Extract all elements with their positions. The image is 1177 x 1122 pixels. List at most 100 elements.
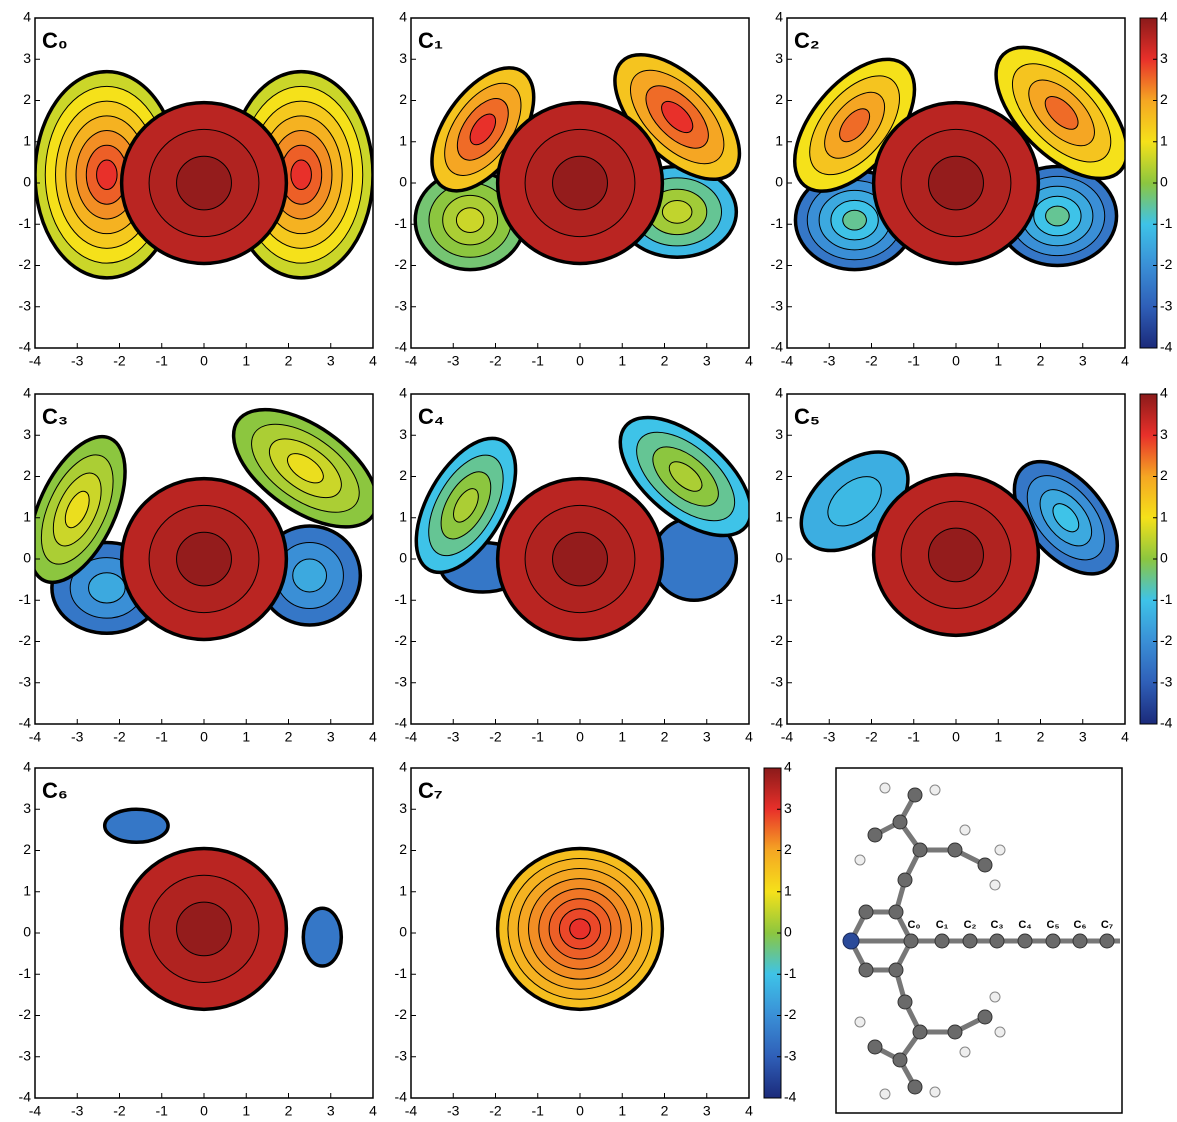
colorbar-tick-label: 0 — [1160, 550, 1168, 566]
y-tick-label: 4 — [399, 759, 407, 775]
y-tick-label: 4 — [399, 385, 407, 401]
panel: -4-3-2-101234-4-3-2-101234C₇-4-3-2-10123… — [395, 759, 797, 1117]
contour-region — [105, 809, 168, 842]
x-tick-label: 4 — [1121, 729, 1129, 745]
x-tick-label: -1 — [156, 1103, 169, 1117]
y-tick-label: -3 — [19, 297, 32, 313]
x-tick-label: -3 — [447, 1103, 460, 1117]
x-tick-label: -2 — [489, 353, 502, 369]
x-tick-label: -2 — [865, 729, 878, 745]
y-tick-label: -2 — [19, 256, 32, 272]
contour-region — [498, 848, 663, 1009]
x-tick-label: 0 — [200, 729, 208, 745]
y-tick-label: -4 — [771, 339, 784, 355]
plot-area — [411, 33, 761, 269]
x-tick-label: -1 — [532, 729, 545, 745]
x-tick-label: 1 — [994, 353, 1002, 369]
x-tick-label: 4 — [745, 1103, 753, 1117]
x-tick-label: 0 — [576, 729, 584, 745]
y-tick-label: 3 — [23, 50, 31, 66]
x-tick-label: -1 — [908, 729, 921, 745]
x-tick-label: -1 — [908, 353, 921, 369]
contour-level — [97, 160, 118, 189]
x-tick-label: -2 — [489, 729, 502, 745]
panel-title: C₁ — [418, 28, 443, 53]
x-tick-label: 1 — [242, 729, 250, 745]
molecule-diagram: C₀ C₁ C₂ C₃ C₄ C₅ C₆ C₇ — [836, 768, 1122, 1113]
colorbar-tick-label: 1 — [1160, 508, 1168, 524]
x-tick-label: 2 — [661, 353, 669, 369]
x-tick-label: -4 — [405, 1103, 418, 1117]
y-tick-label: -2 — [19, 1006, 32, 1022]
contour-level — [303, 908, 341, 966]
atom-label: C₂ — [964, 919, 977, 931]
y-tick-label: -2 — [395, 632, 408, 648]
colorbar-tick-label: -1 — [784, 965, 797, 981]
y-tick-label: 0 — [775, 174, 783, 190]
colorbar-tick-label: -1 — [1160, 215, 1173, 231]
x-tick-label: -2 — [113, 353, 126, 369]
y-tick-label: 4 — [23, 9, 31, 25]
x-tick-label: 3 — [703, 353, 711, 369]
y-tick-label: 3 — [399, 426, 407, 442]
y-tick-label: 2 — [23, 91, 31, 107]
y-tick-label: -4 — [395, 1089, 408, 1105]
colorbar-tick-label: 0 — [1160, 174, 1168, 190]
y-tick-label: 1 — [399, 882, 407, 898]
x-tick-label: 1 — [618, 1103, 626, 1117]
x-tick-label: 4 — [745, 353, 753, 369]
x-tick-label: 3 — [703, 729, 711, 745]
y-tick-label: -1 — [19, 591, 32, 607]
plot-area — [35, 72, 373, 278]
contour-level — [293, 559, 327, 592]
x-tick-label: 2 — [661, 729, 669, 745]
x-tick-label: 1 — [242, 353, 250, 369]
panel-title: C₄ — [418, 404, 444, 429]
x-tick-label: 4 — [745, 729, 753, 745]
y-tick-label: 4 — [23, 759, 31, 775]
y-tick-label: 3 — [775, 50, 783, 66]
y-tick-label: 2 — [399, 467, 407, 483]
y-tick-label: -4 — [19, 339, 32, 355]
x-tick-label: -3 — [71, 1103, 84, 1117]
y-tick-label: -4 — [395, 339, 408, 355]
x-tick-label: 4 — [369, 1103, 377, 1117]
colorbar-tick-label: -3 — [1160, 673, 1173, 689]
y-tick-label: -3 — [395, 297, 408, 313]
x-tick-label: 2 — [1037, 353, 1045, 369]
y-tick-label: -3 — [19, 1047, 32, 1063]
x-tick-label: -3 — [823, 353, 836, 369]
contour-level — [929, 528, 984, 582]
y-tick-label: -1 — [19, 215, 32, 231]
contour-level — [570, 919, 591, 939]
colorbar-tick-label: -4 — [1160, 715, 1173, 731]
y-tick-label: 0 — [23, 174, 31, 190]
colorbar-tick-label: 3 — [1160, 50, 1168, 66]
x-tick-label: 2 — [285, 353, 293, 369]
x-tick-label: 2 — [661, 1103, 669, 1117]
contour-level — [177, 902, 232, 956]
x-tick-label: 0 — [200, 353, 208, 369]
y-tick-label: 2 — [775, 467, 783, 483]
x-tick-label: 0 — [576, 1103, 584, 1117]
y-tick-label: 0 — [23, 924, 31, 940]
x-tick-label: -1 — [532, 1103, 545, 1117]
x-tick-label: 3 — [327, 729, 335, 745]
y-tick-label: 4 — [399, 9, 407, 25]
contour-level — [553, 156, 608, 210]
y-tick-label: -3 — [395, 673, 408, 689]
y-tick-label: -1 — [395, 215, 408, 231]
colorbar-tick-label: 2 — [1160, 91, 1168, 107]
x-tick-label: 4 — [369, 729, 377, 745]
x-tick-label: -1 — [532, 353, 545, 369]
y-tick-label: -2 — [395, 256, 408, 272]
colorbar-tick-label: 2 — [784, 841, 792, 857]
colorbar-tick-label: -4 — [784, 1089, 797, 1105]
x-tick-label: -1 — [156, 353, 169, 369]
contour-region — [303, 908, 341, 966]
y-tick-label: 3 — [775, 426, 783, 442]
contour-level — [291, 160, 312, 189]
y-tick-label: 3 — [23, 800, 31, 816]
